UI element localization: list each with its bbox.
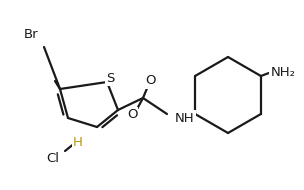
Text: O: O: [146, 74, 156, 88]
Text: NH: NH: [175, 112, 195, 124]
Text: Cl: Cl: [47, 151, 60, 165]
Text: NH₂: NH₂: [271, 66, 295, 78]
Text: H: H: [73, 136, 83, 150]
Text: S: S: [106, 71, 114, 85]
Text: O: O: [127, 108, 137, 121]
Text: Br: Br: [24, 28, 39, 41]
